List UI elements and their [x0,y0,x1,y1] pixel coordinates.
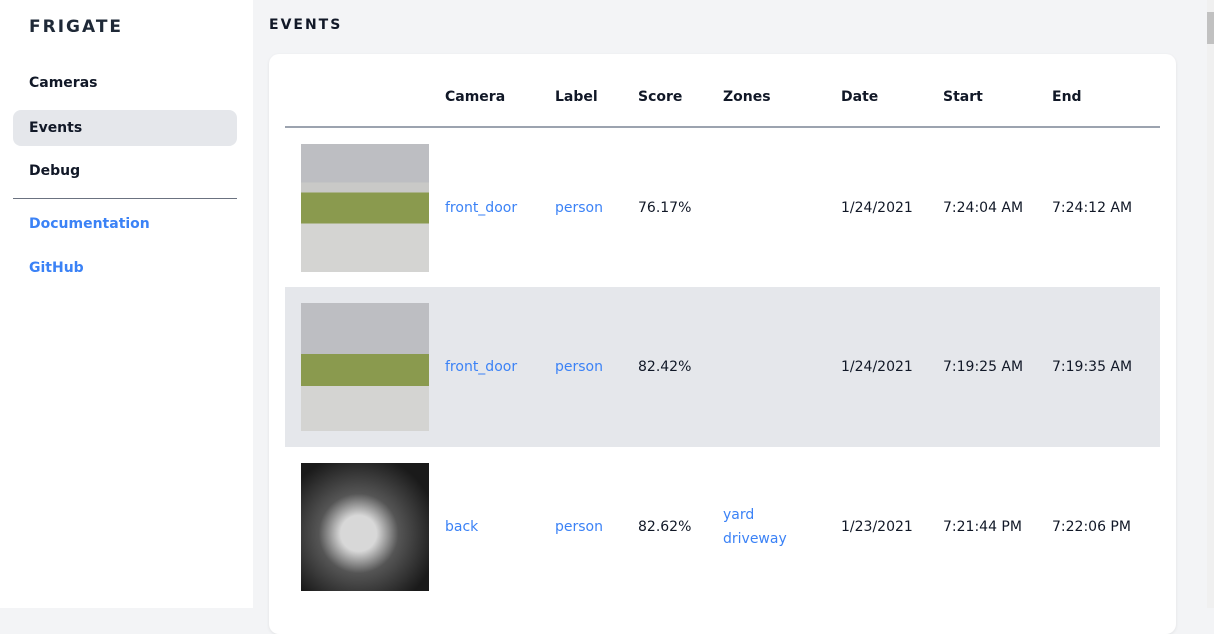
sidebar-item-cameras[interactable]: Cameras [29,75,98,91]
end-time: 7:22:06 PM [1052,519,1131,535]
event-thumbnail[interactable] [301,143,429,272]
camera-link[interactable]: front_door [445,359,518,375]
label-link[interactable]: person [555,519,603,535]
zones: yard driveway [723,447,841,607]
camera-link[interactable]: front_door [445,199,518,216]
score: 76.17% [638,199,692,216]
sidebar-link-github[interactable]: GitHub [29,260,84,276]
col-date: Date [841,54,943,128]
sidebar-divider [13,198,237,199]
zone-link[interactable]: yard [723,507,755,523]
col-end: End [1052,54,1160,128]
event-thumbnail[interactable] [301,463,429,591]
event-thumbnail[interactable] [301,303,429,431]
zones [723,127,841,287]
table-row[interactable]: back person 82.62% yard driveway 1/23/20… [285,447,1160,607]
table-row[interactable]: front_door person 82.42% 1/24/2021 7:19:… [285,287,1160,447]
sidebar-item-debug[interactable]: Debug [29,163,81,179]
label-link[interactable]: person [555,359,603,375]
date: 1/24/2021 [841,199,913,216]
zones [723,287,841,447]
events-card: Camera Label Score Zones Date Start End … [269,54,1176,634]
zone-link[interactable]: driveway [723,531,787,547]
scrollbar-thumb[interactable] [1207,12,1214,44]
sidebar-link-documentation[interactable]: Documentation [29,216,150,232]
col-label: Label [555,54,638,128]
sidebar-item-events[interactable]: Events [13,110,237,146]
sidebar: FRIGATE Cameras Events Debug Documentati… [0,0,253,608]
start-time: 7:24:04 AM [943,199,1024,216]
score: 82.42% [638,287,723,447]
col-zones: Zones [723,54,841,128]
start-time: 7:21:44 PM [943,519,1022,535]
table-header: Camera Label Score Zones Date Start End [285,54,1160,128]
scrollbar[interactable] [1207,0,1214,608]
brand-logo: FRIGATE [29,17,124,37]
col-start: Start [943,54,1052,128]
label-link[interactable]: person [555,199,603,216]
date: 1/23/2021 [841,519,913,535]
end-time: 7:19:35 AM [1052,287,1160,447]
col-score: Score [638,54,723,128]
start-time: 7:19:25 AM [943,287,1052,447]
camera-link[interactable]: back [445,519,479,535]
table-row[interactable]: front_door person 76.17% 1/24/2021 7:24:… [285,127,1160,287]
score: 82.62% [638,519,692,535]
col-camera: Camera [445,54,555,128]
date: 1/24/2021 [841,287,943,447]
main-content: EVENTS Camera Label Score Zones Date Sta… [253,0,1207,634]
events-table: Camera Label Score Zones Date Start End … [285,54,1160,607]
end-time: 7:24:12 AM [1052,199,1133,216]
page-title: EVENTS [269,17,343,33]
col-thumbnail [285,54,445,128]
